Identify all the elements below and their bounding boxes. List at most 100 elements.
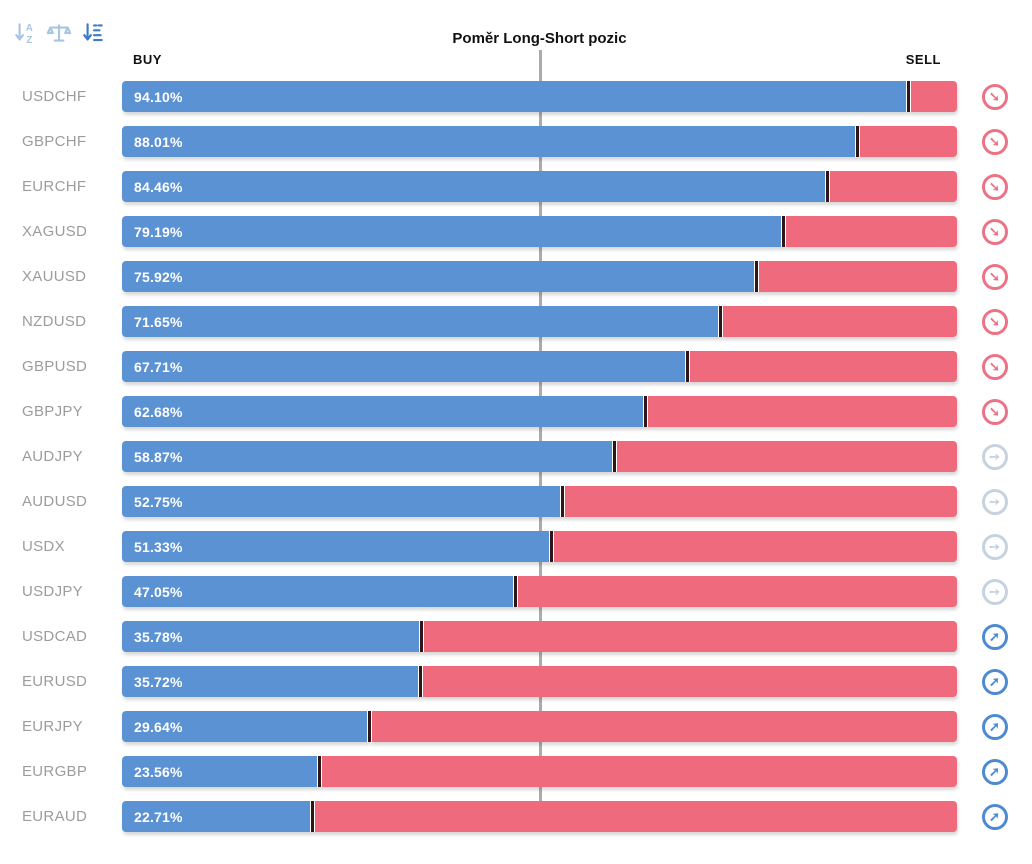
trend-down-icon[interactable]: ➘: [981, 353, 1008, 380]
sell-bar-segment: [318, 756, 957, 787]
sort-alphabetical-icon[interactable]: A Z: [12, 20, 38, 46]
long-short-bar[interactable]: 52.95% 47.05%: [122, 576, 957, 607]
instrument-symbol: GBPUSD: [22, 358, 88, 375]
long-short-bar[interactable]: 47.25% 52.75%: [122, 486, 957, 517]
instrument-row: AUDJPY 41.13% 58.87% ➙: [0, 441, 1032, 472]
long-short-bar[interactable]: 48.67% 51.33%: [122, 531, 957, 562]
buy-percent-value: 35.78%: [134, 628, 183, 645]
sell-bar-segment: [827, 171, 957, 202]
trend-icon-cell: ➚: [957, 623, 1032, 650]
buy-sell-divider: [685, 351, 691, 382]
instrument-symbol: EURAUD: [22, 808, 88, 825]
instrument-symbol: GBPJPY: [22, 403, 83, 420]
instrument-row: XAUUSD 24.08% 75.92% ➘: [0, 261, 1032, 292]
trend-flat-icon[interactable]: ➙: [981, 443, 1008, 470]
instrument-row: USDX 48.67% 51.33% ➙: [0, 531, 1032, 562]
trend-down-icon[interactable]: ➘: [981, 218, 1008, 245]
instrument-row: AUDUSD 47.25% 52.75% ➙: [0, 486, 1032, 517]
buy-sell-divider: [367, 711, 373, 742]
instrument-symbol: USDX: [22, 538, 65, 555]
buy-percent-value: 51.33%: [134, 538, 183, 555]
buy-bar-segment: 75.92%: [122, 261, 756, 292]
rows: USDCHF 5.90% 94.10% ➘ GBPCHF 11.99% 88.0…: [0, 50, 1032, 832]
trend-down-icon[interactable]: ➘: [981, 128, 1008, 155]
buy-bar-segment: 67.71%: [122, 351, 688, 382]
sell-bar-segment: [613, 441, 957, 472]
trend-flat-icon[interactable]: ➙: [981, 488, 1008, 515]
trend-flat-icon[interactable]: ➙: [981, 578, 1008, 605]
trend-up-icon[interactable]: ➚: [981, 803, 1008, 830]
buy-percent-value: 88.01%: [134, 133, 183, 150]
buy-sell-divider: [781, 216, 787, 247]
long-short-bar[interactable]: 76.44% 23.56%: [122, 756, 957, 787]
instrument-symbol: EURCHF: [22, 178, 87, 195]
buy-sell-divider: [309, 801, 315, 832]
instrument-symbol: AUDJPY: [22, 448, 83, 465]
chart-title: Poměr Long-Short pozic: [452, 30, 627, 47]
long-short-bar[interactable]: 5.90% 94.10%: [122, 81, 957, 112]
buy-bar-segment: 71.65%: [122, 306, 721, 337]
sell-bar-segment: [550, 531, 957, 562]
trend-icon-cell: ➘: [957, 398, 1032, 425]
instrument-row: EURJPY 70.36% 29.64% ➚: [0, 711, 1032, 742]
long-short-bar[interactable]: 15.54% 84.46%: [122, 171, 957, 202]
long-short-bar[interactable]: 32.29% 67.71%: [122, 351, 957, 382]
sell-bar-segment: [514, 576, 957, 607]
trend-icon-cell: ➙: [957, 488, 1032, 515]
buy-percent-value: 29.64%: [134, 718, 183, 735]
trend-flat-icon[interactable]: ➙: [981, 533, 1008, 560]
instrument-symbol: USDJPY: [22, 583, 83, 600]
buy-sell-divider: [316, 756, 322, 787]
instrument-row: EURGBP 76.44% 23.56% ➚: [0, 756, 1032, 787]
buy-percent-value: 79.19%: [134, 223, 183, 240]
long-short-bar[interactable]: 64.22% 35.78%: [122, 621, 957, 652]
long-short-bar[interactable]: 11.99% 88.01%: [122, 126, 957, 157]
long-short-bar[interactable]: 64.28% 35.72%: [122, 666, 957, 697]
long-short-bar[interactable]: 77.29% 22.71%: [122, 801, 957, 832]
balance-scale-icon[interactable]: [46, 20, 72, 46]
trend-up-icon[interactable]: ➚: [981, 713, 1008, 740]
sort-by-value-icon[interactable]: [80, 20, 106, 46]
trend-icon-cell: ➚: [957, 713, 1032, 740]
long-short-bar[interactable]: 70.36% 29.64%: [122, 711, 957, 742]
instrument-symbol: XAGUSD: [22, 223, 88, 240]
long-short-bar[interactable]: 24.08% 75.92%: [122, 261, 957, 292]
trend-up-icon[interactable]: ➚: [981, 623, 1008, 650]
buy-bar-segment: 35.78%: [122, 621, 421, 652]
trend-up-icon[interactable]: ➚: [981, 758, 1008, 785]
trend-icon-cell: ➚: [957, 803, 1032, 830]
trend-down-icon[interactable]: ➘: [981, 83, 1008, 110]
buy-percent-value: 23.56%: [134, 763, 183, 780]
sell-bar-segment: [720, 306, 957, 337]
trend-icon-cell: ➙: [957, 578, 1032, 605]
buy-sell-divider: [512, 576, 518, 607]
instrument-row: USDJPY 52.95% 47.05% ➙: [0, 576, 1032, 607]
instrument-symbol: EURUSD: [22, 673, 88, 690]
trend-down-icon[interactable]: ➘: [981, 398, 1008, 425]
long-short-bar[interactable]: 20.81% 79.19%: [122, 216, 957, 247]
svg-text:A: A: [26, 23, 33, 34]
trend-up-icon[interactable]: ➚: [981, 668, 1008, 695]
sell-column-header: SELL: [905, 52, 941, 67]
instrument-row: EURAUD 77.29% 22.71% ➚: [0, 801, 1032, 832]
instrument-row: GBPCHF 11.99% 88.01% ➘: [0, 126, 1032, 157]
trend-down-icon[interactable]: ➘: [981, 173, 1008, 200]
trend-down-icon[interactable]: ➘: [981, 308, 1008, 335]
instrument-row: USDCHF 5.90% 94.10% ➘: [0, 81, 1032, 112]
instrument-symbol: EURGBP: [22, 763, 88, 780]
long-short-bar[interactable]: 41.13% 58.87%: [122, 441, 957, 472]
trend-down-icon[interactable]: ➘: [981, 263, 1008, 290]
buy-sell-divider: [753, 261, 759, 292]
sell-bar-segment: [687, 351, 957, 382]
sell-bar-segment: [420, 621, 957, 652]
buy-bar-segment: 79.19%: [122, 216, 784, 247]
sell-bar-segment: [856, 126, 957, 157]
sell-bar-segment: [311, 801, 957, 832]
long-short-bar[interactable]: 28.35% 71.65%: [122, 306, 957, 337]
instrument-symbol: USDCHF: [22, 88, 87, 105]
trend-icon-cell: ➘: [957, 308, 1032, 335]
fifty-percent-gridline: [539, 50, 542, 829]
sell-bar-segment: [645, 396, 957, 427]
long-short-bar[interactable]: 37.32% 62.68%: [122, 396, 957, 427]
